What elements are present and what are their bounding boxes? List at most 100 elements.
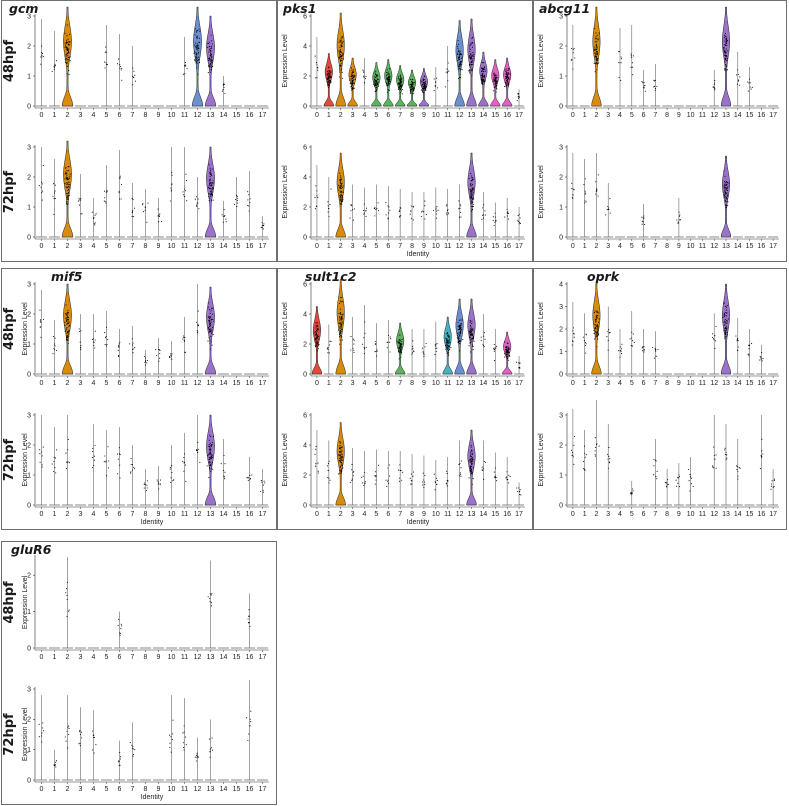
x-tick-label: 14 — [479, 112, 487, 119]
cell-point — [210, 190, 212, 192]
x-tick-label: 6 — [386, 511, 390, 518]
cell-point — [133, 466, 135, 468]
cell-point — [170, 481, 172, 483]
x-tick-label: 10 — [168, 511, 176, 518]
cell-point — [469, 469, 471, 471]
cell-point — [93, 734, 95, 736]
cell-point — [410, 473, 412, 475]
cell-point — [197, 331, 199, 333]
cell-point — [688, 480, 690, 482]
cell-point — [472, 188, 474, 191]
cell-point — [209, 48, 211, 50]
cell-point — [134, 749, 136, 751]
cell-point — [340, 41, 342, 43]
cell-point — [52, 195, 54, 197]
cell-point — [67, 38, 69, 40]
cell-point — [400, 352, 402, 354]
cell-point — [483, 68, 485, 70]
cell-point — [571, 451, 574, 453]
cell-point — [389, 80, 391, 83]
cell-point — [341, 463, 343, 465]
cell-point — [132, 755, 134, 757]
cell-point — [506, 347, 508, 349]
y-tick-label: 2 — [303, 472, 307, 479]
cell-point — [508, 353, 510, 356]
cell-point — [595, 326, 597, 328]
cell-point — [493, 349, 496, 351]
cell-point — [399, 75, 401, 77]
cell-point — [40, 336, 42, 338]
cell-point — [342, 192, 344, 194]
y-axis-label: Expression Level — [22, 433, 29, 487]
cell-point — [596, 315, 598, 317]
cell-point — [207, 316, 210, 318]
cell-point — [211, 183, 213, 185]
cell-point — [248, 205, 250, 207]
cell-point — [470, 43, 472, 45]
cell-point — [506, 71, 508, 73]
cell-point — [714, 79, 716, 82]
cell-point — [375, 476, 377, 478]
cell-point — [104, 51, 106, 53]
cell-point — [399, 339, 401, 341]
cell-point — [596, 45, 598, 47]
cell-point — [352, 347, 354, 349]
cell-point — [460, 331, 462, 333]
x-tick-label: 1 — [583, 243, 587, 250]
cell-point — [484, 68, 486, 71]
cell-point — [157, 208, 159, 210]
cell-point — [631, 56, 633, 58]
cell-point — [595, 56, 597, 58]
cell-point — [423, 481, 425, 483]
gene-title: pks1 — [282, 1, 316, 16]
cell-point — [54, 343, 56, 345]
cell-point — [249, 625, 251, 628]
cell-point — [211, 749, 213, 751]
cell-point — [211, 194, 213, 196]
cell-point — [315, 185, 317, 187]
cell-point — [208, 458, 210, 460]
cell-point — [350, 67, 353, 69]
cell-point — [39, 320, 41, 322]
cell-point — [727, 185, 729, 187]
cell-point — [724, 196, 727, 198]
cell-point — [210, 185, 212, 187]
cell-point — [472, 52, 474, 54]
cell-point — [504, 73, 506, 75]
cell-point — [235, 198, 237, 200]
cell-point — [67, 313, 69, 315]
cell-point — [689, 474, 691, 476]
cell-point — [248, 609, 250, 611]
cell-point — [494, 467, 496, 469]
cell-point — [632, 488, 634, 490]
x-tick-label: 0 — [40, 654, 44, 661]
cell-point — [197, 198, 199, 200]
cell-point — [196, 37, 198, 39]
cell-point — [596, 310, 598, 312]
cell-point — [519, 493, 521, 496]
x-tick-label: 8 — [665, 243, 669, 250]
cell-point — [631, 331, 633, 333]
cell-point — [724, 69, 726, 71]
cell-point — [483, 345, 485, 347]
cell-point — [349, 217, 351, 219]
cell-point — [80, 349, 82, 351]
cell-point — [196, 321, 198, 323]
cell-point — [492, 90, 495, 92]
cell-point — [183, 340, 186, 342]
cell-point — [424, 218, 426, 220]
cell-point — [641, 223, 643, 225]
cell-point — [607, 339, 609, 341]
cell-point — [39, 461, 41, 463]
cell-point — [724, 331, 726, 333]
cell-point — [459, 51, 461, 53]
cell-point — [458, 339, 460, 341]
cell-point — [723, 196, 725, 198]
cell-point — [723, 186, 725, 188]
cell-point — [184, 188, 186, 190]
cell-point — [196, 62, 198, 64]
cell-point — [375, 89, 377, 91]
cell-point — [470, 58, 472, 60]
cell-point — [342, 467, 344, 469]
cell-point — [470, 342, 472, 344]
